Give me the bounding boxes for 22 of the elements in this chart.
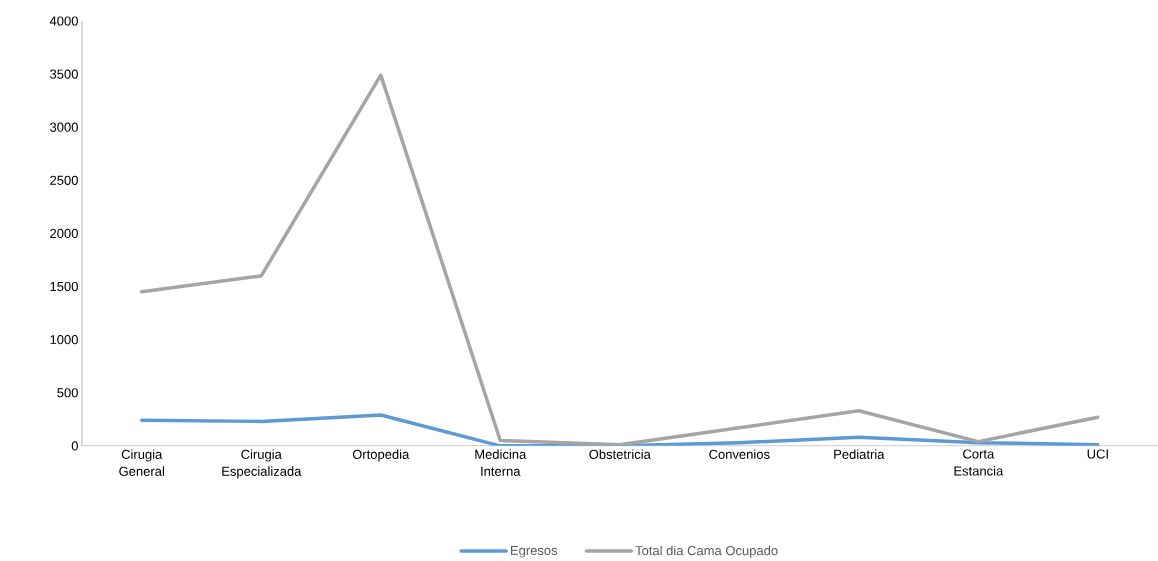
legend-label: Total dia Cama Ocupado [635,545,778,558]
x-tick-label: Cirugia Especializada [222,449,302,479]
y-tick-label: 2500 [50,175,78,185]
y-tick-label: 2000 [50,228,78,239]
line-series [139,413,1100,446]
y-tick-label: 4000 [49,16,78,26]
y-tick-label: 1500 [50,282,78,292]
x-tick-label: Ortopedia [352,449,410,462]
y-tick-label: 3000 [50,122,78,132]
y-tick-label: 1000 [50,335,78,345]
x-tick-label: Obstetricia [589,449,651,460]
y-tick-label: 0 [71,441,78,451]
x-tick-label: Corta Estancia [954,449,1004,476]
y-tick-label: 500 [57,388,78,398]
legend-label: Egresos [511,545,558,558]
x-tick-label: Convenios [709,449,770,460]
x-tick-label: UCI [1087,449,1108,459]
line-series [139,73,1100,446]
x-tick-label: Medicina Interna [475,449,527,477]
y-tick-label: 3500 [50,69,78,79]
x-tick-label: Cirugia General [119,449,164,477]
x-tick-label: Pediatria [834,449,885,460]
